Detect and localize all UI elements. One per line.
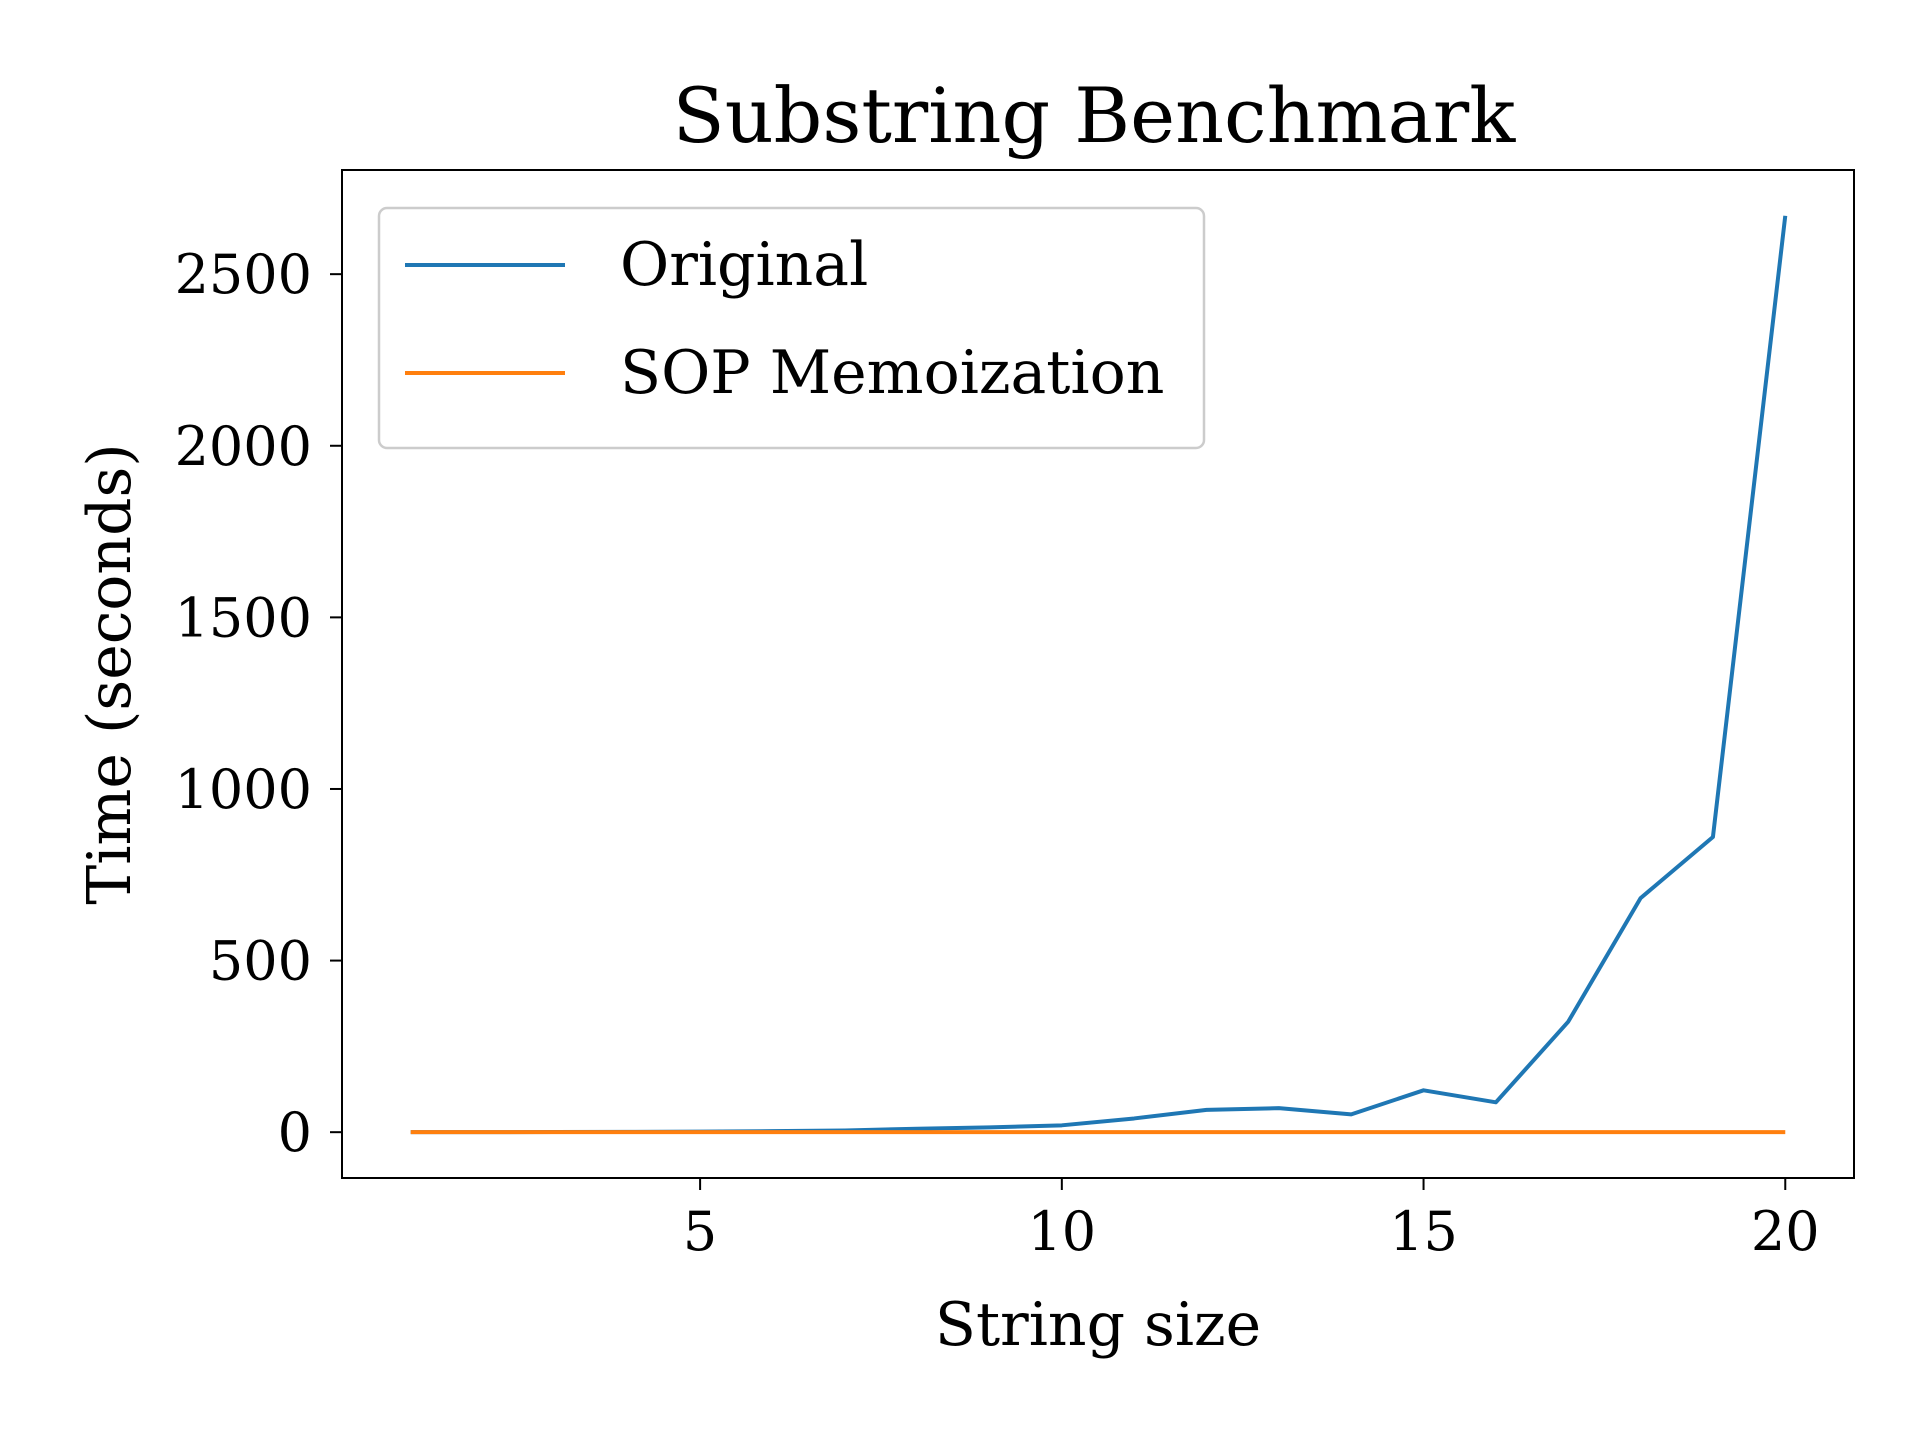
legend-label-original: Original: [620, 230, 868, 300]
y-tick-label-1500: 1500: [175, 586, 312, 649]
y-axis-label: Time (seconds): [75, 443, 145, 904]
x-tick-label-5: 5: [683, 1200, 717, 1263]
y-tick-label-1000: 1000: [175, 758, 312, 821]
y-tick-label-500: 500: [209, 930, 312, 993]
legend-label-sop-memoization: SOP Memoization: [620, 338, 1164, 408]
y-tick-label-2000: 2000: [175, 415, 312, 478]
x-axis: 5 10 15 20: [683, 1178, 1820, 1263]
chart-title: Substring Benchmark: [673, 71, 1517, 160]
legend-box: [377, 206, 1206, 450]
series-layer: [410, 215, 1788, 1135]
x-tick-label-15: 15: [1389, 1200, 1458, 1263]
x-tick-label-10: 10: [1027, 1200, 1096, 1263]
y-axis: 0 500 1000 1500 2000 2500: [175, 243, 342, 1164]
plot-frame: [341, 169, 1855, 1179]
x-tick-label-20: 20: [1751, 1200, 1820, 1263]
y-tick-label-0: 0: [278, 1101, 312, 1164]
x-axis-label: String size: [935, 1290, 1261, 1360]
y-tick-label-2500: 2500: [175, 243, 312, 306]
legend: Original SOP Memoization: [377, 206, 1206, 450]
